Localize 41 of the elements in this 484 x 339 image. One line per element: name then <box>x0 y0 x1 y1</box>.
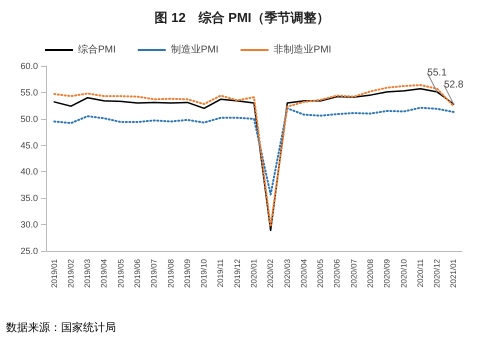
x-tick-label: 2019/11 <box>216 258 226 288</box>
x-tick-label: 2019/09 <box>182 258 192 288</box>
chart-title: 图 12 综合 PMI（季节调整） <box>154 10 330 25</box>
x-tick-label: 2019/05 <box>116 258 126 288</box>
x-tick-label: 2020/04 <box>299 258 308 288</box>
x-tick-label: 2019/04 <box>100 258 109 288</box>
y-tick-label: 45.0 <box>20 140 38 150</box>
x-tick-label: 2020/06 <box>332 258 342 288</box>
y-tick-label: 35.0 <box>20 193 38 204</box>
y-tick-label: 50.0 <box>20 114 38 124</box>
x-tick-label: 2020/03 <box>282 258 292 288</box>
data-label: 55.1 <box>427 67 448 78</box>
data-label: 52.8 <box>444 80 464 91</box>
x-tick-label: 2019/02 <box>66 258 76 288</box>
y-tick-label: 40.0 <box>20 166 38 177</box>
x-tick-label: 2019/01 <box>50 258 59 288</box>
y-tick-label: 55.0 <box>20 87 38 98</box>
legend-label: 制造业PMI <box>170 44 219 56</box>
x-tick-label: 2020/05 <box>316 258 326 288</box>
x-tick-label: 2020/01 <box>250 258 258 288</box>
source-note: 数据来源：国家统计局 <box>6 321 116 334</box>
y-tick-label: 60.0 <box>20 61 38 71</box>
legend-label: 非制造业PMI <box>274 44 332 56</box>
x-tick-label: 2021/01 <box>449 258 458 288</box>
x-tick-label: 2019/08 <box>166 258 176 288</box>
x-tick-label: 2020/07 <box>349 258 358 288</box>
y-tick-label: 25.0 <box>20 246 38 256</box>
y-tick-label: 30.0 <box>20 220 38 230</box>
x-tick-label: 2020/02 <box>266 258 276 288</box>
x-tick-label: 2020/08 <box>366 258 375 288</box>
x-tick-label: 2019/07 <box>150 258 159 288</box>
x-tick-label: 2019/03 <box>83 258 92 288</box>
x-tick-label: 2020/12 <box>432 258 442 288</box>
x-tick-label: 2020/09 <box>382 258 392 288</box>
line-series <box>53 106 455 196</box>
legend-label: 综合PMI <box>78 44 116 56</box>
x-tick-label: 2019/06 <box>133 258 142 288</box>
x-tick-label: 2019/10 <box>200 258 209 288</box>
x-tick-label: 2019/12 <box>232 258 242 288</box>
x-tick-label: 2020/10 <box>399 258 408 288</box>
x-tick-label: 2020/11 <box>416 258 425 288</box>
